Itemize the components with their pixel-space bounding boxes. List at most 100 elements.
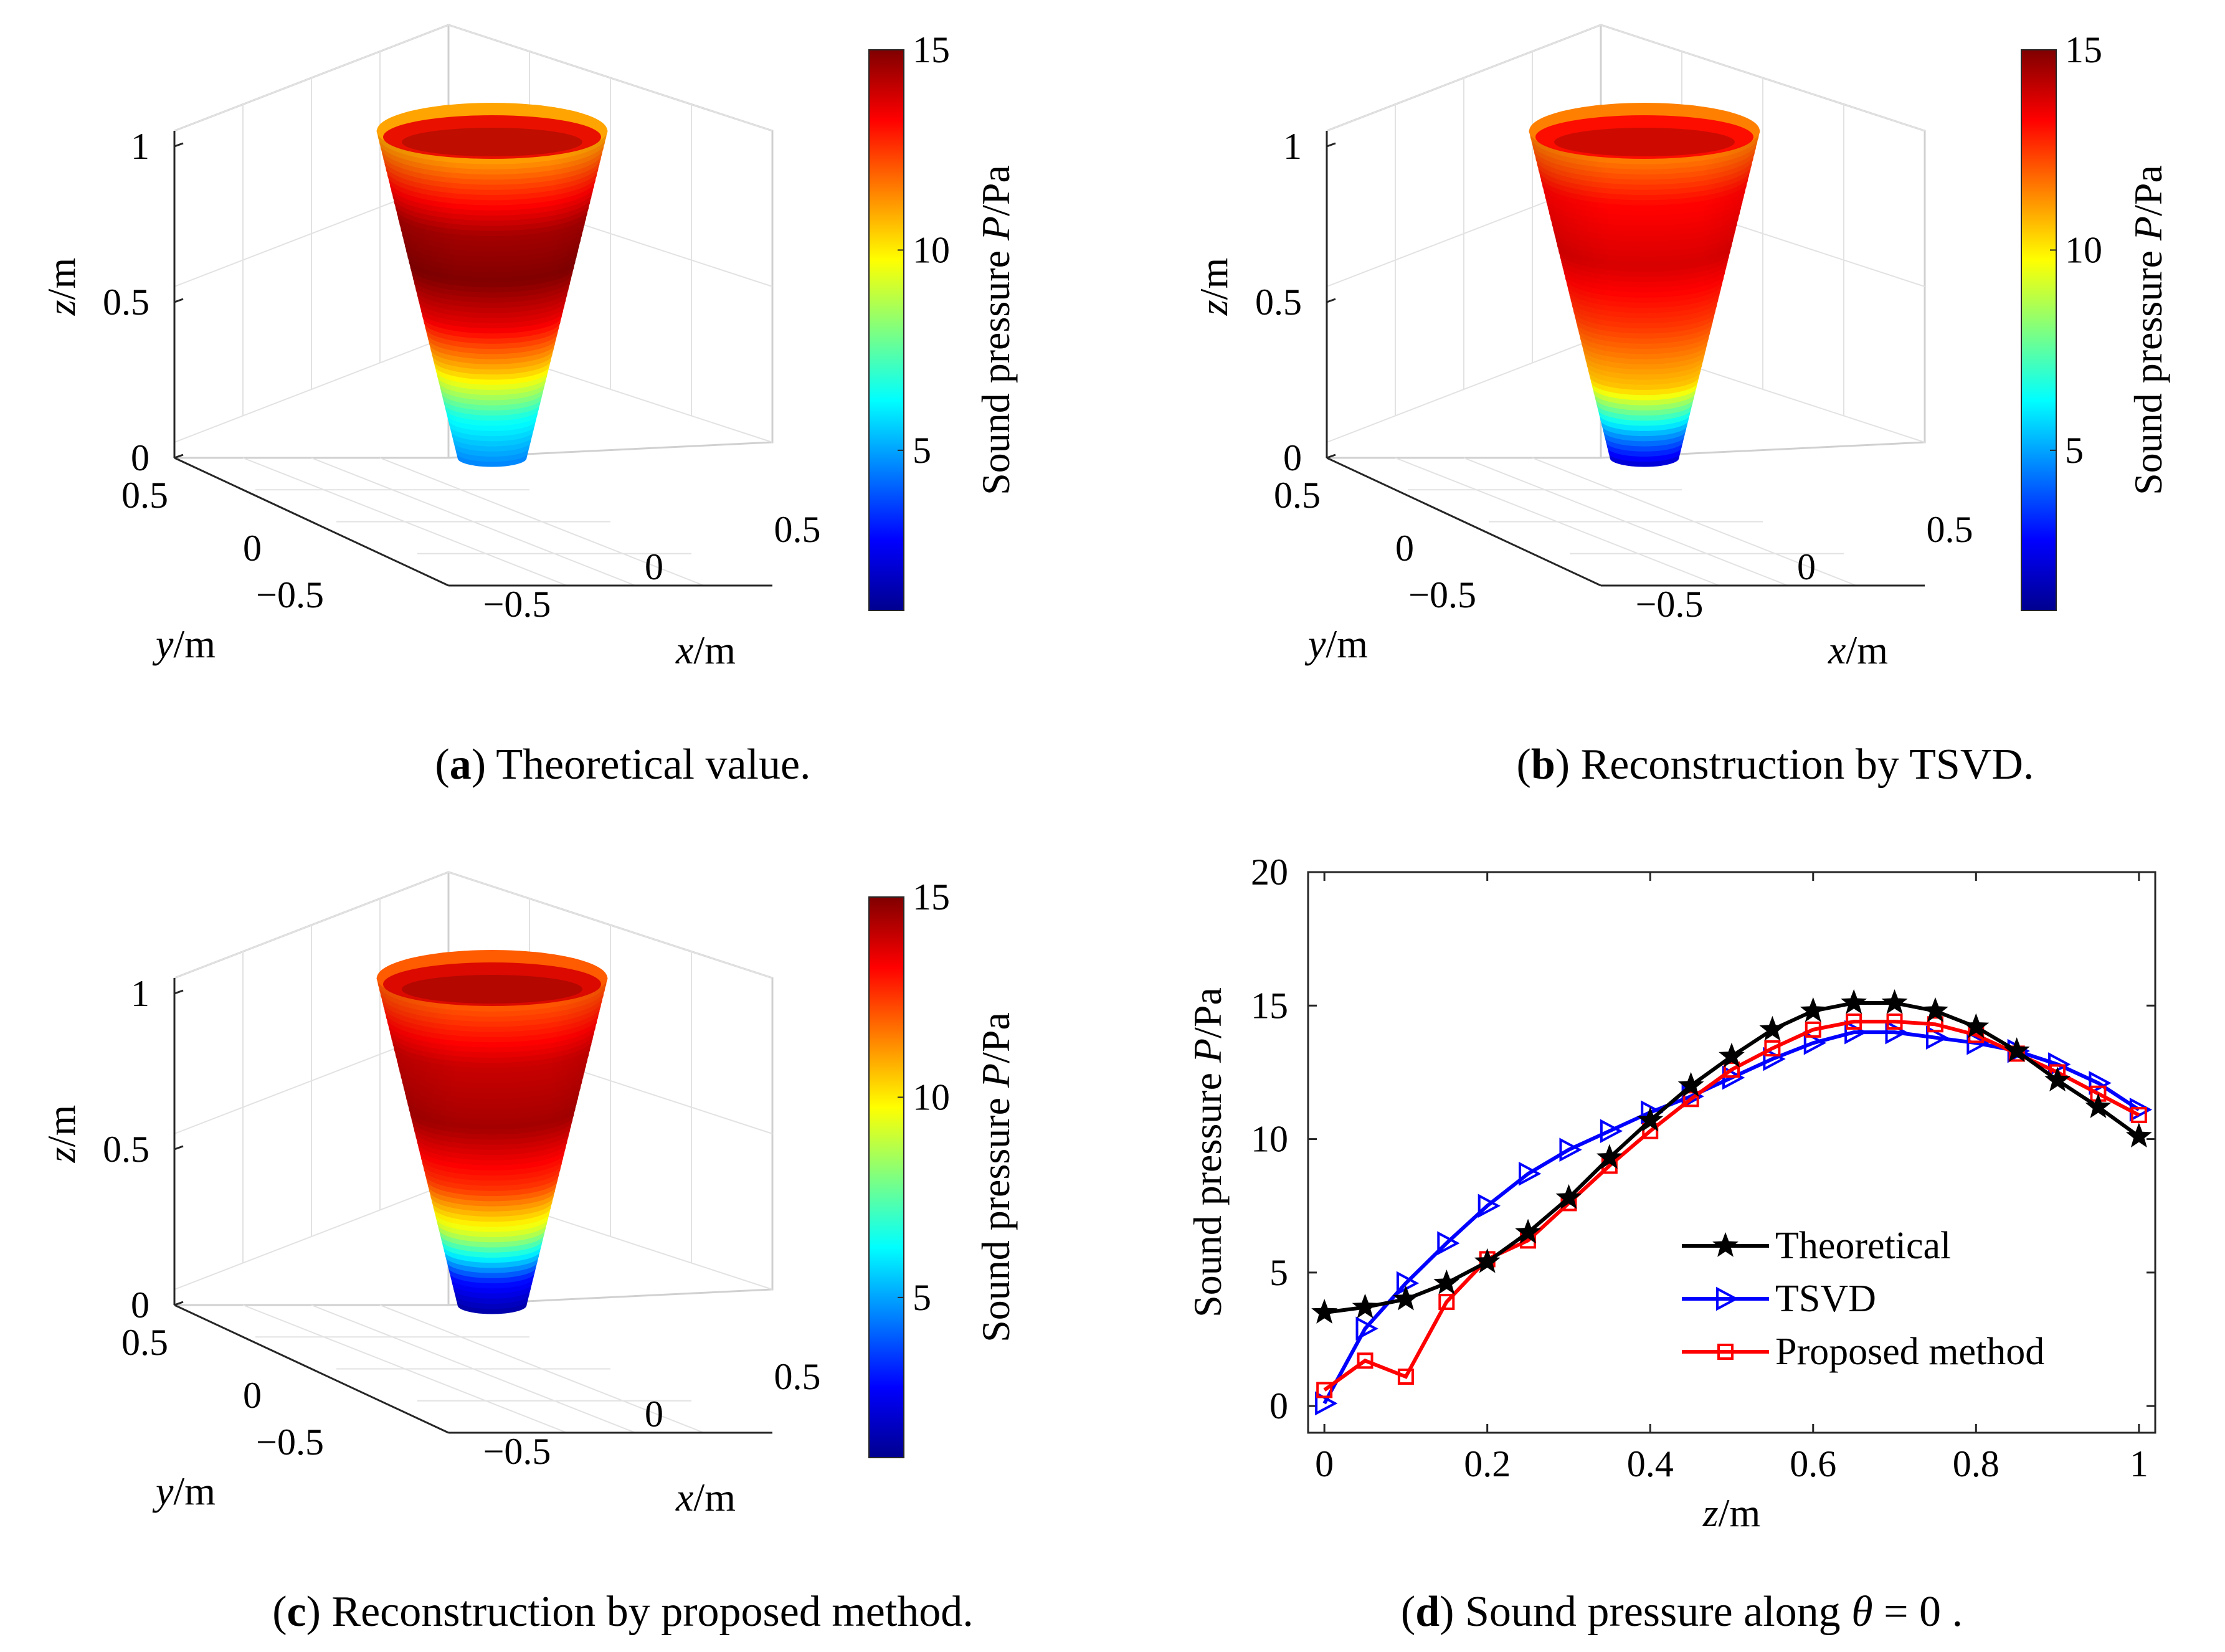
text-span: /m bbox=[173, 622, 216, 666]
z-axis-label: z/m bbox=[1192, 258, 1236, 316]
y-tick-label: 5 bbox=[1269, 1252, 1288, 1293]
text-span: ) Sound pressure along bbox=[1440, 1588, 1841, 1636]
text-span: x bbox=[675, 628, 693, 672]
text-span: x bbox=[675, 1475, 693, 1519]
text-span: d bbox=[1415, 1588, 1440, 1636]
panel-caption: (b) Reconstruction by TSVD. bbox=[1517, 741, 2034, 789]
z-tick bbox=[174, 142, 184, 148]
text-span: P bbox=[974, 1063, 1018, 1088]
data-point bbox=[1759, 1015, 1786, 1041]
data-point bbox=[1846, 1014, 1862, 1030]
text-span: Sound pressure bbox=[2126, 240, 2170, 495]
y-tick-label: 0 bbox=[243, 528, 262, 569]
colorbar-tick-label: 15 bbox=[913, 29, 950, 70]
text-span: a bbox=[450, 741, 472, 789]
z-tick-label: 0.5 bbox=[103, 1129, 149, 1170]
colorbar-label: Sound pressure P/Pa bbox=[974, 1012, 1018, 1342]
y-tick-label: 0 bbox=[1395, 528, 1414, 569]
data-point bbox=[2044, 1066, 2071, 1092]
floor-gridline bbox=[379, 1304, 705, 1433]
cone-surface bbox=[1529, 103, 1760, 467]
cone-inner bbox=[1535, 115, 1753, 159]
data-point bbox=[1357, 1352, 1373, 1369]
data-point bbox=[1724, 1061, 1740, 1078]
text-span: /Pa bbox=[2126, 165, 2170, 216]
colorbar-tick-label: 5 bbox=[2065, 430, 2084, 471]
z-tick bbox=[174, 1145, 184, 1151]
cone-shading bbox=[1529, 131, 1760, 467]
text-span: Sound pressure bbox=[974, 1088, 1018, 1342]
data-point bbox=[2130, 1107, 2147, 1123]
data-point bbox=[1805, 1021, 1821, 1038]
z-tick-label: 0 bbox=[1283, 437, 1302, 478]
cone-shading bbox=[377, 131, 607, 467]
data-point bbox=[1682, 1091, 1699, 1108]
data-point bbox=[1515, 1218, 1541, 1244]
cone-inner-shadow bbox=[1554, 128, 1735, 156]
panel-caption: (d) Sound pressure along θ = 0 . bbox=[1401, 1588, 1963, 1636]
cone-inner bbox=[383, 962, 601, 1006]
colorbar bbox=[2021, 49, 2057, 611]
text-span: ) Reconstruction by TSVD. bbox=[1555, 741, 2034, 789]
colorbar-label: Sound pressure P/Pa bbox=[974, 165, 1018, 495]
x-tick-label: 0.5 bbox=[774, 1356, 821, 1397]
x-axis-label: z/m bbox=[1702, 1491, 1760, 1535]
data-point bbox=[1927, 1016, 1943, 1033]
data-point bbox=[1925, 1025, 1949, 1050]
cone-surface bbox=[376, 950, 608, 1314]
cone-inner-shadow bbox=[402, 975, 582, 1004]
colorbar-tick-label: 10 bbox=[913, 1076, 950, 1118]
z-tick-label: 0.5 bbox=[103, 282, 149, 323]
series-theoretical bbox=[1311, 989, 2152, 1324]
z-tick bbox=[1326, 142, 1336, 148]
text-span: Sound pressure bbox=[974, 240, 1018, 495]
x-tick-label: 0 bbox=[645, 1393, 663, 1435]
colorbar-tick-label: 15 bbox=[2065, 29, 2102, 70]
x-tick-label: 0.4 bbox=[1627, 1443, 1674, 1484]
legend-marker bbox=[1716, 1286, 1739, 1311]
plot-area bbox=[1307, 871, 2156, 1434]
floor-gridline bbox=[1532, 457, 1857, 586]
series-line bbox=[1323, 1020, 2140, 1392]
cone-shading bbox=[377, 978, 607, 1314]
colorbar-tick-label: 10 bbox=[2065, 229, 2102, 270]
panel-a: 00.51z/m−0.500.5y/m−0.500.5x/m51015Sound… bbox=[39, 24, 1018, 789]
text-span: b bbox=[1531, 741, 1555, 789]
text-span: /m bbox=[1846, 628, 1888, 672]
z-axis-label: z/m bbox=[39, 258, 83, 316]
legend-label: Theoretical bbox=[1775, 1225, 1951, 1267]
text-span: y bbox=[152, 622, 174, 666]
x-tick-label: −0.5 bbox=[1636, 584, 1704, 625]
legend-label: TSVD bbox=[1775, 1278, 1876, 1320]
y-axis-line bbox=[174, 457, 449, 587]
data-point bbox=[1316, 1382, 1333, 1398]
z-tick-label: 1 bbox=[1283, 126, 1302, 167]
data-point bbox=[1393, 1285, 1419, 1311]
data-point bbox=[1764, 1040, 1781, 1056]
text-span: z bbox=[1702, 1491, 1719, 1535]
data-point bbox=[1922, 997, 1948, 1022]
colorbar-tick-label: 10 bbox=[913, 229, 950, 270]
x-tick-label: 0.6 bbox=[1790, 1443, 1836, 1484]
y-axis-label: y/m bbox=[152, 1469, 216, 1513]
text-span: /m bbox=[693, 1475, 736, 1519]
data-point bbox=[2003, 1037, 2030, 1062]
text-span: ( bbox=[435, 741, 449, 789]
colorbar-tick-label: 5 bbox=[913, 430, 931, 471]
y-tick-label: 0 bbox=[243, 1375, 262, 1416]
z-tick bbox=[174, 453, 184, 459]
z-tick bbox=[174, 298, 184, 303]
text-span: /m bbox=[1326, 622, 1368, 666]
data-point bbox=[1600, 1119, 1623, 1144]
cone-inner-shadow bbox=[402, 128, 582, 156]
y-axis-label: y/m bbox=[1304, 622, 1368, 666]
y-tick-label: 20 bbox=[1251, 852, 1288, 893]
wall-gridline bbox=[174, 871, 773, 979]
data-point bbox=[2085, 1093, 2112, 1118]
y-tick-label: 15 bbox=[1251, 985, 1288, 1026]
y-axis-line bbox=[1326, 457, 1601, 587]
text-span: P bbox=[2126, 216, 2170, 241]
colorbar bbox=[868, 896, 904, 1458]
x-tick-label: 0.8 bbox=[1953, 1443, 2000, 1484]
text-span: /m bbox=[1192, 258, 1236, 300]
